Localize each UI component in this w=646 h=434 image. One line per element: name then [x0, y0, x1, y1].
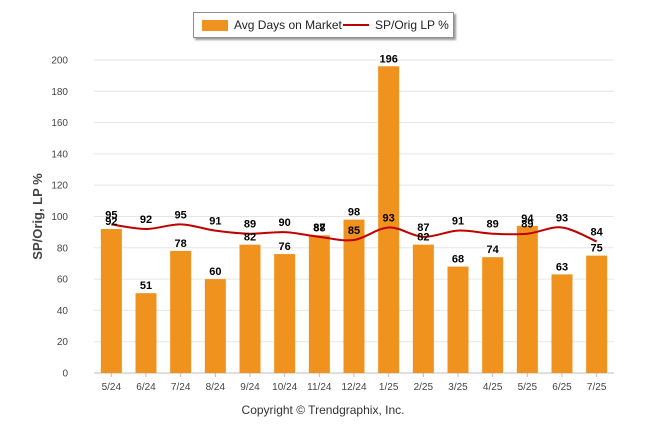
line-data-label: 89 — [244, 219, 256, 231]
bar-data-label: 98 — [348, 207, 360, 219]
bar-data-label: 63 — [556, 261, 568, 273]
y-tick-label: 0 — [62, 369, 68, 380]
legend-item-bar[interactable]: Avg Days on Market — [202, 18, 342, 32]
x-tick-label: 7/25 — [587, 382, 607, 393]
line-data-label: 91 — [209, 216, 221, 228]
line-data-label: 93 — [383, 212, 395, 224]
bar-data-label: 82 — [417, 232, 429, 244]
bar-data-label: 74 — [487, 244, 500, 256]
series-line — [111, 223, 598, 243]
legend: Avg Days on Market SP/Orig LP % — [193, 12, 454, 38]
x-tick-label: 1/25 — [379, 382, 399, 393]
x-tick-label: 7/24 — [171, 382, 191, 393]
bar — [100, 229, 122, 373]
x-tick-label: 5/25 — [518, 382, 538, 393]
bar-data-label: 78 — [175, 238, 187, 250]
bar — [274, 254, 296, 373]
y-tick-label: 140 — [51, 149, 68, 160]
bar-data-label: 68 — [452, 254, 464, 266]
x-tick-label: 11/24 — [307, 382, 332, 393]
x-tick-label: 12/24 — [341, 382, 366, 393]
legend-bar-label: Avg Days on Market — [234, 18, 342, 32]
x-tick-label: 6/24 — [136, 382, 156, 393]
bar-data-label: 82 — [244, 232, 256, 244]
x-tick-label: 2/25 — [414, 382, 434, 393]
bar — [308, 235, 330, 373]
bar-data-label: 196 — [379, 53, 397, 65]
line-data-label: 95 — [105, 209, 117, 221]
bar — [551, 274, 573, 373]
y-tick-label: 20 — [57, 337, 69, 348]
copyright-text: Copyright © Trendgraphix, Inc. — [241, 403, 405, 417]
bar — [378, 66, 400, 373]
y-tick-label: 160 — [51, 118, 68, 129]
x-tick-label: 3/25 — [448, 382, 468, 393]
bar — [412, 244, 434, 373]
y-tick-label: 40 — [57, 306, 69, 317]
x-tick-label: 9/24 — [240, 382, 260, 393]
bar — [482, 257, 504, 373]
legend-line-swatch — [343, 24, 369, 26]
bar-data-label: 51 — [140, 280, 152, 292]
line-data-label: 84 — [591, 227, 604, 239]
line-data-label: 92 — [140, 214, 152, 226]
legend-line-label: SP/Orig LP % — [375, 18, 449, 32]
line-data-label: 91 — [452, 216, 464, 228]
x-tick-label: 4/25 — [483, 382, 503, 393]
y-tick-label: 80 — [57, 243, 69, 254]
bar — [170, 250, 192, 373]
x-tick-label: 6/25 — [552, 382, 572, 393]
line-data-label: 85 — [348, 225, 360, 237]
bar — [204, 279, 226, 373]
legend-item-line[interactable]: SP/Orig LP % — [343, 18, 449, 32]
bar — [239, 244, 261, 373]
y-tick-label: 100 — [51, 212, 68, 223]
legend-bar-swatch — [202, 19, 228, 31]
y-tick-label: 180 — [51, 87, 68, 98]
x-tick-label: 10/24 — [272, 382, 297, 393]
y-axis-title: SP/Orig, LP % — [30, 173, 45, 260]
line-data-label: 89 — [521, 219, 533, 231]
x-tick-label: 5/24 — [102, 382, 122, 393]
y-tick-label: 120 — [51, 181, 68, 192]
bar — [586, 255, 608, 373]
line-data-label: 93 — [556, 212, 568, 224]
bar — [516, 225, 538, 373]
bar-data-label: 88 — [313, 222, 325, 234]
line-data-label: 95 — [175, 209, 187, 221]
y-tick-label: 200 — [51, 56, 68, 67]
line-data-label: 87 — [417, 222, 429, 234]
bar — [343, 219, 365, 373]
bar-data-label: 92 — [105, 216, 117, 228]
y-tick-label: 60 — [57, 275, 69, 286]
bar-data-label: 75 — [591, 243, 603, 255]
bar — [447, 266, 469, 373]
line-data-label: 87 — [313, 222, 325, 234]
bar-data-label: 76 — [279, 241, 291, 253]
bar-data-label: 60 — [209, 266, 221, 278]
x-tick-label: 8/24 — [206, 382, 226, 393]
line-data-label: 89 — [487, 219, 499, 231]
line-data-label: 90 — [279, 217, 291, 229]
bar-data-label: 94 — [521, 213, 534, 225]
bar — [135, 293, 157, 373]
